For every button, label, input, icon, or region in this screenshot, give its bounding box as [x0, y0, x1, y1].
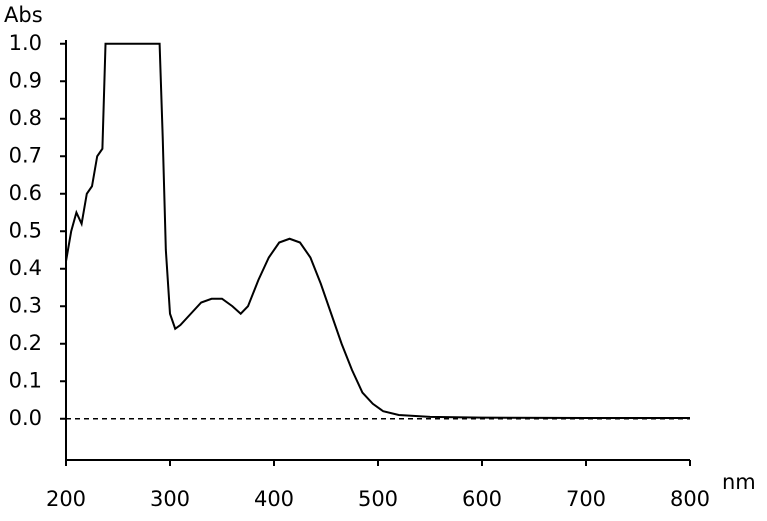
y-tick-label: 0.3 [9, 293, 42, 317]
y-tick-label: 0.9 [9, 68, 42, 92]
x-axis-label: nm [722, 470, 756, 494]
x-tick-label: 400 [254, 487, 294, 511]
y-tick-label: 1.0 [9, 31, 42, 55]
y-tick-label: 0.8 [9, 106, 42, 130]
y-axis-label: Abs [4, 3, 43, 27]
x-tick-label: 300 [150, 487, 190, 511]
spectrum-line [65, 42, 690, 419]
y-tick-label: 0.7 [9, 143, 42, 167]
x-tick-label: 200 [46, 487, 86, 511]
y-tick-label: 0.2 [9, 331, 42, 355]
x-tick-label: 500 [358, 487, 398, 511]
x-tick-label: 800 [670, 487, 710, 511]
x-tick-label: 700 [566, 487, 606, 511]
y-tick-label: 0.5 [9, 218, 42, 242]
y-tick-label: 0.6 [9, 181, 42, 205]
x-tick-label: 600 [462, 487, 502, 511]
y-tick-label: 0.1 [9, 368, 42, 392]
y-tick-label: 0.0 [9, 406, 42, 430]
y-tick-label: 0.4 [9, 256, 42, 280]
